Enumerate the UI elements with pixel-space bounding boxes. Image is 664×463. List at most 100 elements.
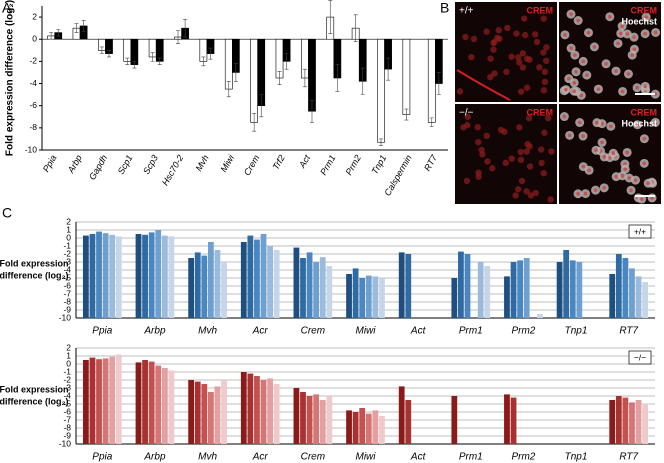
error-bar [328,0,333,34]
x-tick-label: Ppia [41,153,59,174]
bar [89,234,96,318]
bar [148,361,155,444]
x-tick-label: Tnp1 [565,326,588,337]
bar [346,274,352,318]
bar [313,262,320,318]
bar [221,380,227,444]
crem-signal [475,169,482,176]
bar [556,262,563,318]
error-bar [379,138,384,146]
y-tick-label: -6 [63,280,71,290]
bar [405,254,412,318]
bar [102,233,109,318]
crem-signal [532,189,539,197]
bar [188,380,195,444]
crem-signal [490,46,497,53]
bar [135,234,142,318]
bar [569,260,576,318]
crem-signal [540,15,547,22]
genotype-box [628,350,652,365]
bar [379,416,385,444]
crem-signal [614,69,618,73]
bar [642,282,649,318]
crem-signal [581,59,586,64]
bar [214,250,221,318]
y-tick-label: -4 [29,78,37,88]
crem-signal [497,126,505,134]
crem-signal [540,87,548,94]
crem-signal [504,24,511,32]
bar [464,254,471,318]
x-tick-label: Crem [242,153,262,177]
bar [427,38,436,123]
error-bar [56,28,61,37]
crem-signal [586,30,591,35]
y-tick-label: -5 [63,398,71,408]
crem-signal [633,178,638,182]
error-bar [106,50,111,58]
crem-signal [602,155,607,159]
crem-signal [483,28,490,35]
crem-signal [583,191,588,196]
crem-signal [489,165,496,172]
error-bar [353,14,358,42]
crem-signal [464,113,472,120]
bar [377,38,385,143]
y-tick-label: -8 [63,296,71,306]
crem-signal [581,164,586,169]
bar [273,250,280,318]
error-bar [252,113,257,132]
x-tick-label: Mvh [194,153,211,173]
crem-signal [616,41,620,46]
crem-signal [512,192,519,199]
bar [504,276,510,318]
crem-signal [608,14,612,19]
y-tick-label: -8 [63,422,71,432]
crem-signal [519,50,527,57]
bar [372,410,379,444]
bar [293,247,300,318]
bar [115,236,122,318]
x-tick-label: RT7 [619,326,638,337]
x-tick-label: Crem [301,452,325,463]
x-tick-label: Act [410,452,427,463]
crem-signal [538,159,545,167]
y-tick-label: -6 [29,100,37,110]
bar [240,372,247,444]
crem-signal [531,31,539,38]
crem-signal [643,31,647,36]
bar [346,410,352,444]
error-bar [125,57,130,66]
crem-signal [541,129,548,136]
error-bar [429,117,434,128]
y-tick-label: -2 [63,248,71,258]
crem-signal [527,192,535,199]
bar [629,402,635,444]
x-tick-label: Scp1 [116,153,135,176]
bar [398,252,405,318]
crem-signal [487,55,494,62]
crem-signal [508,155,515,162]
bar [326,266,333,318]
bar [142,234,148,318]
bar [142,360,148,444]
bar [254,376,260,444]
crem-signal [642,161,647,166]
error-bar [284,53,289,70]
bar [398,386,405,444]
crem-signal [635,85,639,90]
crem-signal [508,53,515,60]
error-bar [277,71,282,85]
crem-signal [620,89,625,94]
crem-signal [564,87,568,92]
error-bar [302,68,307,88]
y-tick-label: 0 [32,33,37,43]
y-tick-label: 0 [66,358,71,368]
bar [576,262,583,318]
x-tick-label: Trf2 [271,153,287,171]
crem-signal [620,173,625,178]
crem-signal [523,188,530,195]
y-tick-label: 1 [66,224,71,234]
y-tick-label: 0 [66,232,71,242]
